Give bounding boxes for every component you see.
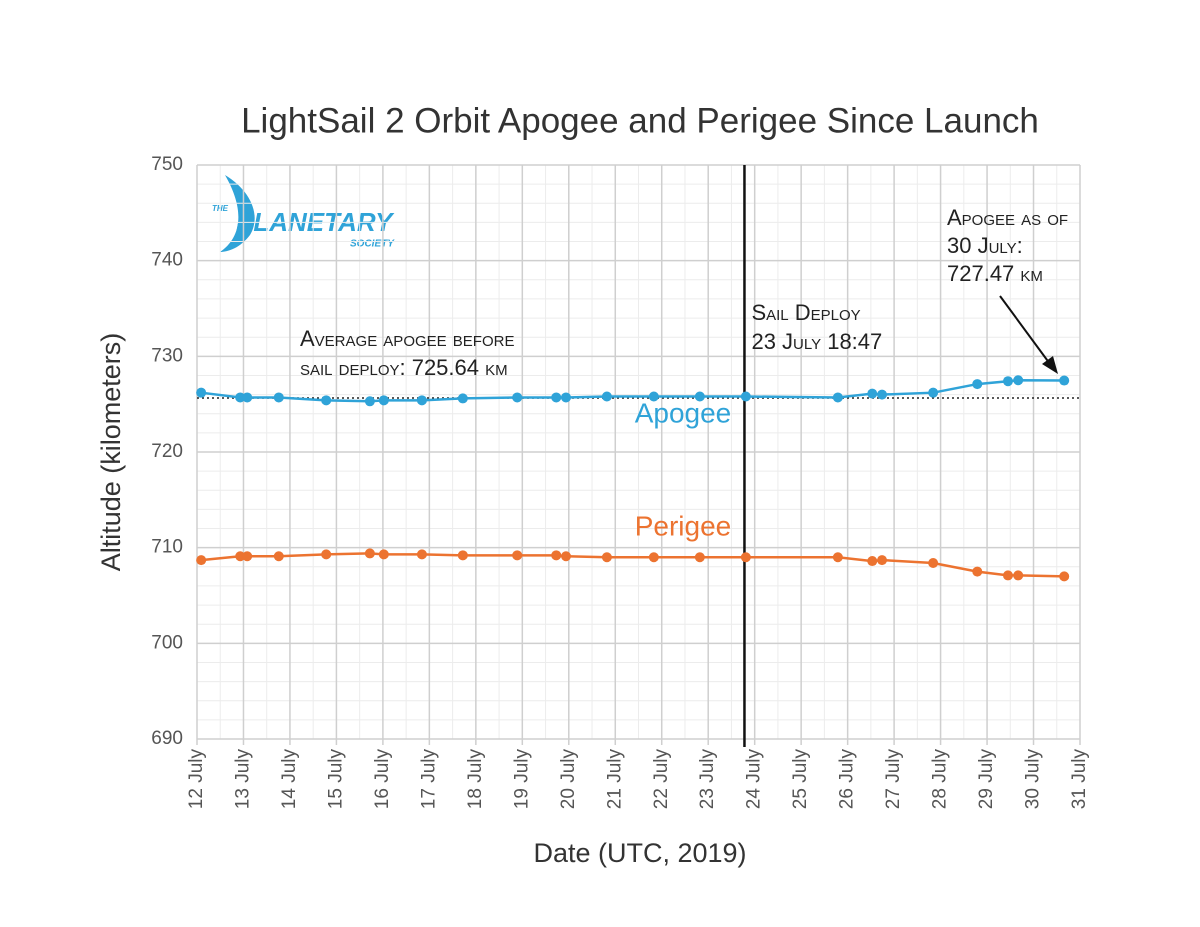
data-point [416,395,427,406]
x-axis-label: Date (UTC, 2019) [533,838,746,868]
series-label: Perigee [635,510,732,541]
data-point [972,566,983,577]
data-point [867,388,878,399]
data-point [832,392,843,403]
data-point [364,396,375,407]
data-point [832,552,843,563]
data-point [867,556,878,567]
data-point [648,391,659,402]
data-point [512,392,523,403]
data-point [512,550,523,561]
annotation-arrow [999,295,1051,365]
x-tick-label: 18 July [465,749,486,810]
data-point [321,549,332,560]
data-point [648,552,659,563]
data-point [242,392,253,403]
data-point [273,392,284,403]
series-line [201,378,1065,403]
data-point [321,395,332,406]
y-tick-label: 700 [151,632,183,653]
data-point [1002,376,1013,387]
x-tick-label: 13 July [232,749,253,810]
x-tick-label: 19 July [511,749,532,810]
data-point [196,387,207,398]
x-tick-label: 24 July [744,749,765,810]
data-point [561,392,572,403]
data-point [694,552,705,563]
data-point [242,551,253,562]
x-tick-label: 14 July [279,749,300,810]
data-point [364,548,375,559]
y-tick-label: 740 [151,250,183,271]
data-point [877,389,888,400]
x-tick-label: 25 July [790,749,811,810]
data-point [416,549,427,560]
x-tick-label: 21 July [604,749,625,810]
y-axis-label: Altitude (kilometers) [96,333,126,572]
data-point [273,551,284,562]
x-tick-label: 31 July [1069,749,1090,810]
data-point [1059,375,1070,386]
data-point [877,555,888,566]
series-label: Apogee [635,397,732,428]
data-point [1002,570,1013,581]
data-point [928,557,939,568]
data-point [928,387,939,398]
reference-label: Sail Deploy [751,300,860,325]
data-point [378,549,389,560]
x-tick-label: 16 July [372,749,393,810]
reference-label: Average apogee before [300,326,514,351]
data-point [561,551,572,562]
data-point [1059,571,1070,582]
data-point [551,550,562,561]
grid [196,164,1081,745]
x-tick-label: 22 July [651,749,672,810]
x-tick-label: 28 July [930,749,951,810]
x-tick-label: 29 July [976,749,997,810]
data-point [740,552,751,563]
data-point [235,392,246,403]
y-tick-label: 720 [151,441,183,462]
annotation-label: 727.47 km [947,261,1043,286]
logo-main: PLANETARY [236,207,395,237]
data-point [1013,375,1024,386]
data-point [378,395,389,406]
y-tick-label: 690 [151,728,183,749]
x-tick-label: 12 July [186,749,207,810]
logo-swoosh [220,175,255,252]
data-point [694,391,705,402]
reference-label: 23 July 18:47 [751,329,882,354]
reference-label: sail deploy: 725.64 km [300,355,508,380]
x-tick-label: 15 July [325,749,346,810]
series-line [201,552,1065,578]
annotation-label: Apogee as of [947,205,1068,230]
logo: THE PLANETARY SOCIETY [212,175,395,252]
logo-bottom: SOCIETY [350,239,395,250]
x-tick-label: 26 July [837,749,858,810]
data-point [457,393,468,404]
chart-title: LightSail 2 Orbit Apogee and Perigee Sin… [241,101,1039,140]
data-point [601,391,612,402]
data-point [196,555,207,566]
data-point [972,379,983,390]
x-tick-label: 17 July [418,749,439,810]
x-tick-label: 30 July [1023,749,1044,810]
data-point [457,550,468,561]
data-point [601,552,612,563]
data-point [1013,570,1024,581]
x-tick-label: 23 July [697,749,718,810]
annotation-arrowhead [1042,356,1058,374]
y-tick-label: 710 [151,537,183,558]
data-point [551,392,562,403]
annotation-label: 30 July: [947,233,1023,258]
x-tick-label: 20 July [558,749,579,810]
y-tick-label: 750 [151,154,183,175]
x-tick-label: 27 July [883,749,904,810]
y-tick-label: 730 [151,345,183,366]
data-point [740,391,751,402]
data-point [235,551,246,562]
